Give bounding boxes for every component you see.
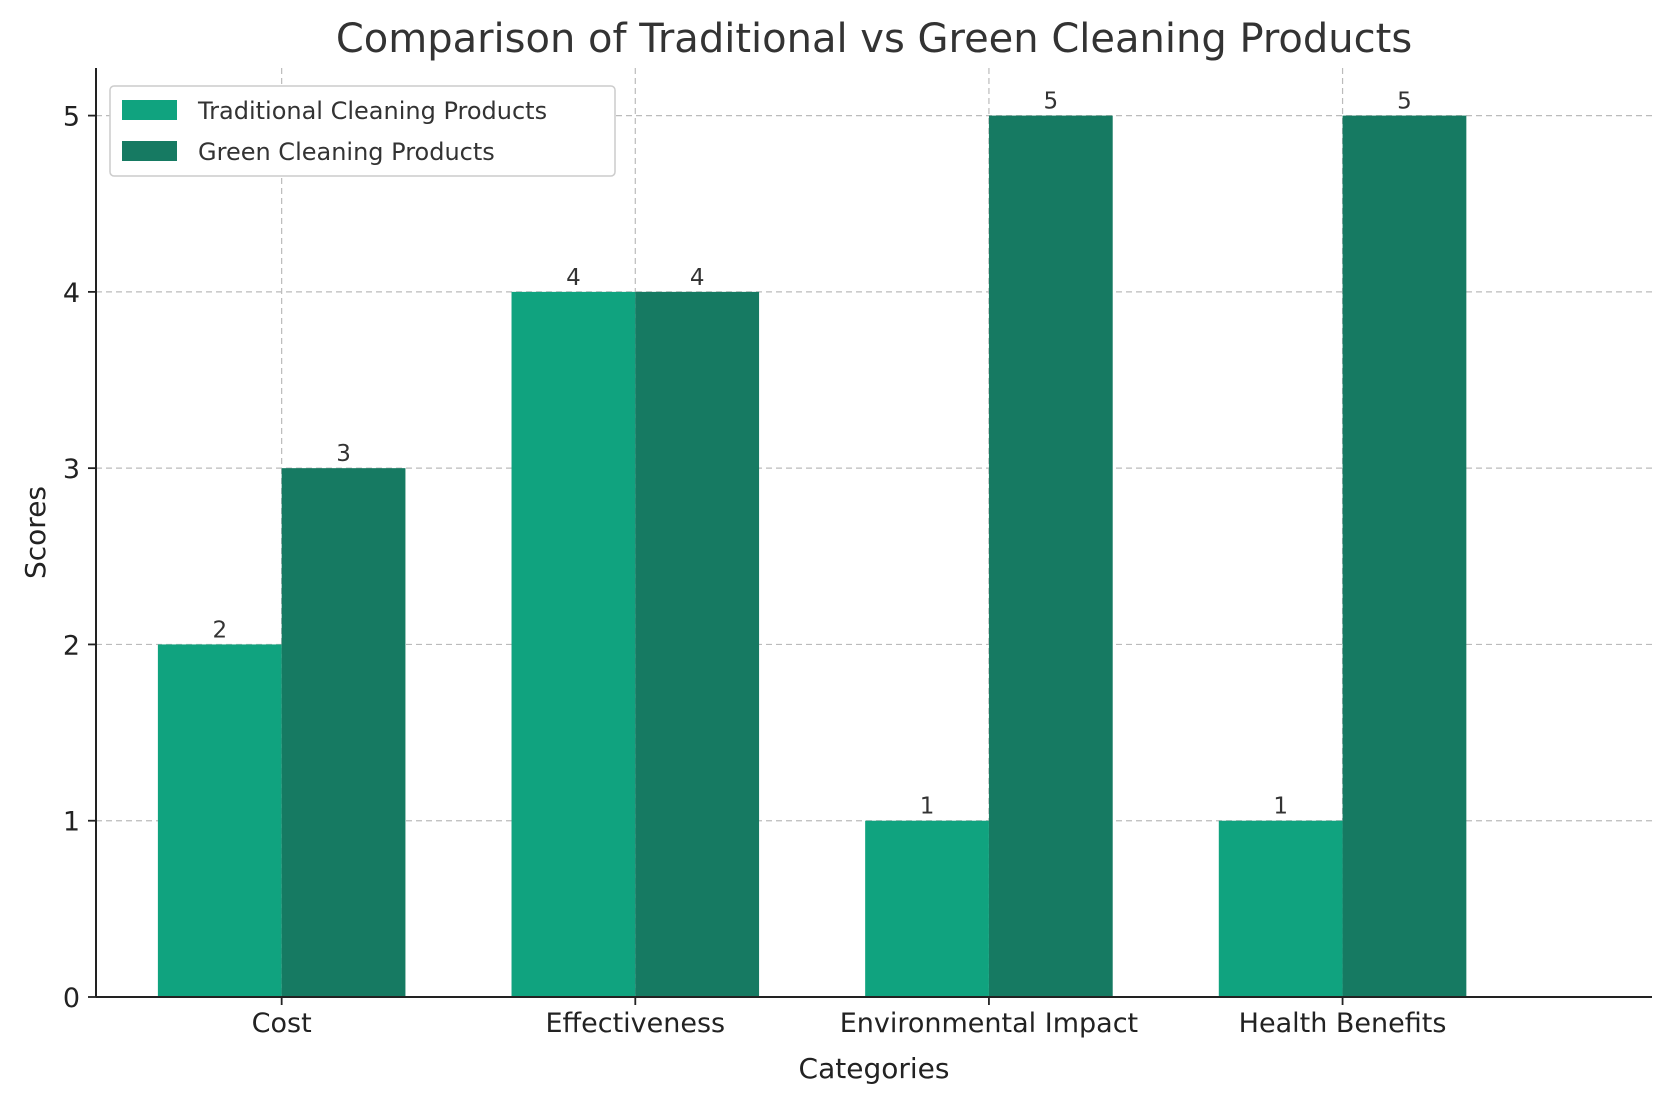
x-tick-label-cost: Cost	[252, 1008, 312, 1039]
bar-green-cleaning-products-effectiveness	[635, 291, 760, 997]
x-tick-label-environmental-impact: Environmental Impact	[840, 1008, 1138, 1039]
data-label-traditional-cleaning-products-cost: 2	[212, 617, 227, 643]
y-tick-label: 2	[63, 630, 80, 661]
y-tick-label: 0	[63, 983, 80, 1014]
bar-traditional-cleaning-products-effectiveness	[511, 291, 636, 997]
legend-swatch-green	[122, 141, 177, 161]
data-label-traditional-cleaning-products-health-benefits: 1	[1273, 794, 1288, 820]
chart-title: Comparison of Traditional vs Green Clean…	[336, 16, 1412, 62]
bar-green-cleaning-products-environmental-impact	[988, 115, 1113, 997]
x-tick-label-health-benefits: Health Benefits	[1239, 1008, 1447, 1039]
legend-box	[109, 85, 616, 177]
labels-layer: 0 1 2 3 4 5 Cost Effectiveness Environmental Imp…	[63, 89, 1447, 1039]
x-tick-label-effectiveness: Effectiveness	[545, 1008, 725, 1039]
legend-label-green: Green Cleaning Products	[198, 138, 495, 166]
y-axis-title: Scores	[19, 486, 52, 579]
axes-layer	[88, 68, 1652, 1005]
bar-green-cleaning-products-cost	[281, 468, 406, 998]
bar-traditional-cleaning-products-health-benefits	[1218, 820, 1343, 997]
data-label-green-cleaning-products-health-benefits: 5	[1397, 89, 1412, 115]
bars-layer	[157, 115, 1467, 998]
bar-traditional-cleaning-products-environmental-impact	[865, 820, 989, 997]
data-label-green-cleaning-products-cost: 3	[336, 441, 351, 467]
data-label-traditional-cleaning-products-effectiveness: 4	[566, 265, 581, 291]
y-tick-label: 5	[63, 102, 80, 133]
bar-traditional-cleaning-products-cost	[157, 644, 282, 997]
y-tick-label: 4	[63, 278, 80, 309]
data-label-green-cleaning-products-effectiveness: 4	[690, 265, 705, 291]
data-label-traditional-cleaning-products-environmental-impact: 1	[920, 794, 935, 820]
bar-green-cleaning-products-health-benefits	[1342, 115, 1467, 997]
y-tick-label: 3	[63, 454, 80, 485]
legend: Traditional Cleaning Products Green Clea…	[109, 85, 616, 177]
data-label-green-cleaning-products-environmental-impact: 5	[1043, 89, 1058, 115]
legend-swatch-traditional	[122, 100, 177, 120]
x-axis-title: Categories	[799, 1052, 950, 1085]
y-tick-label: 1	[63, 807, 80, 838]
legend-label-traditional: Traditional Cleaning Products	[197, 97, 547, 125]
